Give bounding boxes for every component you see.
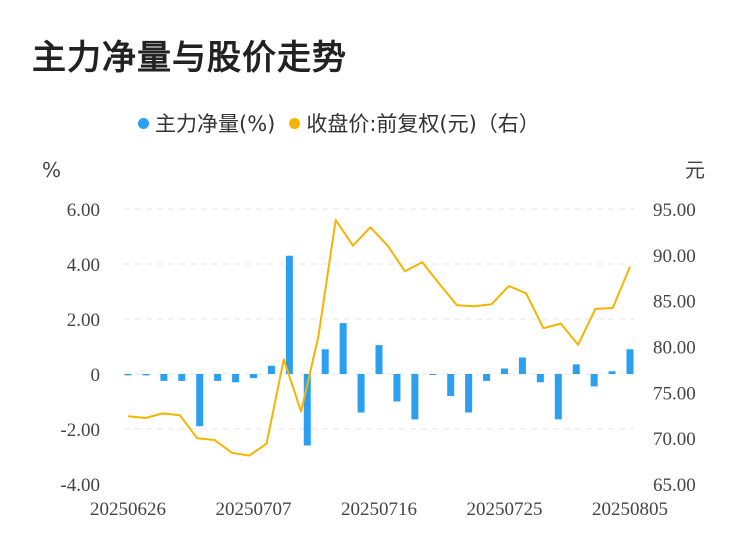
net-flow-bar[interactable] — [196, 374, 204, 427]
net-flow-bar[interactable] — [339, 323, 347, 374]
net-flow-bar[interactable] — [160, 374, 168, 381]
chart-legend: 主力净量(%) 收盘价:前复权(元)（右） — [138, 108, 554, 138]
net-flow-bar[interactable] — [465, 374, 473, 413]
net-flow-bar[interactable] — [501, 368, 508, 375]
legend-item-net-flow[interactable]: 主力净量(%) — [138, 108, 275, 138]
net-flow-bar[interactable] — [393, 374, 401, 402]
net-flow-bar[interactable] — [178, 374, 186, 381]
x-tick-label: 20250707 — [216, 499, 292, 520]
net-flow-bar[interactable] — [483, 374, 491, 381]
left-tick-label: 6.00 — [67, 200, 100, 221]
net-flow-bar[interactable] — [321, 349, 329, 374]
right-tick-label: 95.00 — [653, 200, 696, 221]
net-flow-bar[interactable] — [267, 365, 275, 374]
legend-label-net-flow: 主力净量(%) — [155, 112, 276, 136]
x-tick-label: 20250805 — [592, 499, 668, 520]
left-tick-label: 0 — [91, 365, 101, 386]
left-axis-unit: % — [42, 158, 61, 182]
right-axis-unit: 元 — [685, 158, 705, 182]
right-tick-label: 85.00 — [653, 292, 696, 313]
net-flow-bar[interactable] — [357, 374, 365, 413]
right-tick-label: 70.00 — [653, 429, 696, 450]
net-flow-bar[interactable] — [626, 349, 634, 374]
net-flow-bar[interactable] — [142, 374, 150, 376]
net-flow-bar[interactable] — [124, 374, 132, 376]
net-flow-bar[interactable] — [411, 374, 419, 420]
net-flow-bar[interactable] — [572, 364, 580, 374]
legend-dot-blue-icon — [138, 117, 149, 129]
net-flow-bar[interactable] — [447, 374, 455, 396]
net-flow-bar[interactable] — [375, 345, 383, 374]
line-series — [127, 219, 631, 457]
net-flow-bar[interactable] — [232, 374, 240, 383]
right-tick-label: 65.00 — [653, 475, 696, 496]
axis-labels: 6.00 4.00 2.00 0 -2.00 -4.00 95.00 90.00 85.00 80… — [60, 200, 695, 520]
left-tick-label: -2.00 — [60, 420, 100, 441]
x-tick-label: 20250725 — [467, 499, 543, 520]
right-tick-label: 75.00 — [653, 383, 696, 404]
close-price-line[interactable] — [127, 219, 631, 457]
chart-title: 主力净量与股价走势 — [32, 38, 347, 78]
net-flow-bar[interactable] — [608, 371, 616, 374]
legend-dot-yellow-icon — [289, 117, 301, 129]
left-tick-label: 2.00 — [67, 310, 100, 331]
x-tick-label: 20250716 — [341, 499, 417, 520]
legend-label-close-price: 收盘价:前复权(元)（右） — [306, 112, 540, 136]
net-flow-bar[interactable] — [214, 374, 222, 381]
bar-series — [124, 255, 634, 446]
net-flow-bar[interactable] — [518, 357, 526, 375]
left-tick-label: 4.00 — [67, 255, 100, 276]
legend-item-close-price[interactable]: 收盘价:前复权(元)（右） — [289, 108, 540, 138]
net-flow-bar[interactable] — [536, 374, 544, 383]
net-flow-bar[interactable] — [303, 374, 311, 446]
x-tick-label: 20250626 — [90, 499, 166, 520]
net-flow-bar[interactable] — [590, 374, 598, 387]
right-tick-label: 90.00 — [653, 246, 696, 267]
right-tick-label: 80.00 — [653, 338, 696, 359]
left-tick-label: -4.00 — [60, 475, 100, 496]
net-flow-bar[interactable] — [554, 374, 562, 420]
net-flow-bar[interactable] — [250, 374, 257, 379]
net-flow-bar[interactable] — [429, 374, 437, 375]
net-flow-bar[interactable] — [285, 255, 293, 374]
